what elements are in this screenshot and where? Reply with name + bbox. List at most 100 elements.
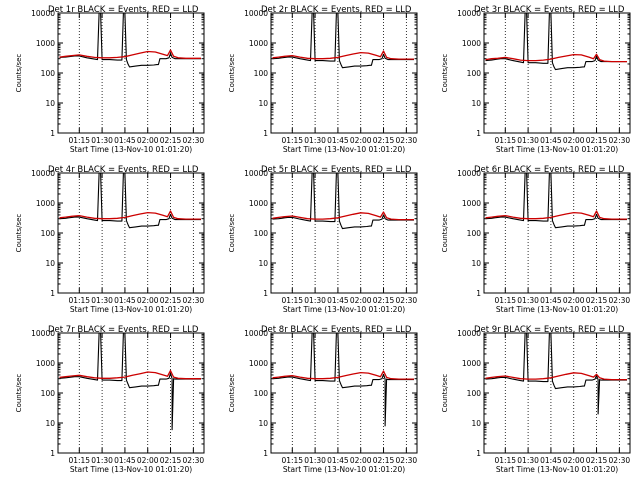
y-axis-label: Counts/sec [15, 374, 23, 413]
x-tick-label: 01:45 [327, 296, 349, 305]
y-tick-label: 10000 [31, 169, 55, 178]
plot-frame [57, 172, 205, 294]
plot-frame [270, 172, 418, 294]
plot-frame [483, 332, 631, 454]
y-tick-label: 10000 [457, 169, 481, 178]
chart-panel: Det 8r BLACK = Events, RED = LLD 1 10 100 10… [228, 325, 418, 474]
x-tick-label: 02:00 [563, 456, 585, 465]
plot-frame [57, 332, 205, 454]
y-tick-label: 1000 [36, 199, 55, 208]
y-axis-label: Counts/sec [15, 214, 23, 253]
series-line-events [485, 12, 627, 71]
y-tick-label: 1000 [249, 359, 268, 368]
x-tick-label: 01:15 [68, 456, 90, 465]
x-tick-label: 02:15 [586, 136, 608, 145]
series-line-events [272, 332, 414, 427]
series-line-lld [485, 53, 627, 63]
x-tick-label: 02:00 [137, 296, 159, 305]
series-line-events [59, 172, 201, 229]
y-tick-label: 10 [258, 99, 268, 108]
y-tick-label: 1000 [249, 199, 268, 208]
x-tick-label: 01:15 [68, 296, 90, 305]
x-tick-label: 02:15 [373, 456, 395, 465]
x-tick-label: 02:30 [396, 296, 418, 305]
series-line-lld [59, 49, 201, 59]
y-tick-label: 1 [263, 289, 268, 298]
y-tick-label: 1000 [462, 199, 481, 208]
x-tick-label: 01:45 [114, 456, 136, 465]
y-tick-label: 100 [41, 389, 56, 398]
x-axis-label: Start Time (13-Nov-10 01:01:20) [70, 145, 192, 154]
x-tick-label: 01:15 [281, 456, 303, 465]
x-axis-label: Start Time (13-Nov-10 01:01:20) [496, 305, 618, 314]
x-tick-label: 01:30 [517, 296, 539, 305]
x-tick-label: 02:00 [563, 296, 585, 305]
y-tick-label: 10000 [244, 329, 268, 338]
y-tick-label: 1 [50, 129, 55, 138]
y-axis-label: Counts/sec [441, 54, 449, 93]
x-tick-label: 01:15 [494, 296, 516, 305]
x-axis-label: Start Time (13-Nov-10 01:01:20) [70, 305, 192, 314]
y-tick-label: 1 [50, 289, 55, 298]
x-tick-label: 02:15 [586, 296, 608, 305]
x-tick-label: 01:30 [91, 136, 113, 145]
x-tick-label: 02:30 [183, 136, 205, 145]
series-line-events [59, 12, 201, 68]
y-tick-label: 1000 [462, 39, 481, 48]
series-line-events [485, 172, 627, 229]
chart-panel: Det 2r BLACK = Events, RED = LLD 1 10 100 10… [228, 5, 418, 154]
plot-frame [483, 12, 631, 134]
y-tick-label: 1000 [36, 359, 55, 368]
y-tick-label: 10 [471, 259, 481, 268]
x-tick-label: 02:15 [373, 136, 395, 145]
y-tick-label: 10 [471, 99, 481, 108]
chart-panel: Det 7r BLACK = Events, RED = LLD 1 10 100 10… [15, 325, 205, 474]
x-tick-label: 01:45 [540, 456, 562, 465]
x-tick-label: 02:00 [137, 136, 159, 145]
chart-title: Det 8r BLACK = Events, RED = LLD [261, 325, 412, 335]
x-tick-label: 02:15 [160, 136, 182, 145]
x-tick-label: 02:30 [609, 136, 631, 145]
x-tick-label: 02:30 [183, 296, 205, 305]
y-tick-label: 1 [476, 289, 481, 298]
chart-title: Det 3r BLACK = Events, RED = LLD [474, 5, 625, 15]
plot-frame [270, 332, 418, 454]
x-tick-label: 01:45 [114, 296, 136, 305]
x-tick-label: 01:30 [517, 136, 539, 145]
y-tick-label: 1000 [36, 39, 55, 48]
x-tick-label: 02:30 [609, 456, 631, 465]
y-axis-label: Counts/sec [441, 374, 449, 413]
x-axis-label: Start Time (13-Nov-10 01:01:20) [283, 305, 405, 314]
chart-title: Det 7r BLACK = Events, RED = LLD [48, 325, 199, 335]
y-tick-label: 10000 [457, 329, 481, 338]
y-tick-label: 10000 [244, 169, 268, 178]
y-tick-label: 10000 [457, 9, 481, 18]
y-tick-label: 100 [254, 389, 269, 398]
x-tick-label: 01:45 [540, 136, 562, 145]
series-line-lld [272, 211, 414, 221]
y-tick-label: 10000 [31, 329, 55, 338]
chart-title: Det 6r BLACK = Events, RED = LLD [474, 165, 625, 175]
x-tick-label: 01:45 [540, 296, 562, 305]
x-tick-label: 02:15 [160, 456, 182, 465]
x-tick-label: 01:30 [91, 296, 113, 305]
x-tick-label: 02:30 [609, 296, 631, 305]
y-tick-label: 1000 [249, 39, 268, 48]
y-tick-label: 100 [254, 69, 269, 78]
x-tick-label: 01:45 [114, 136, 136, 145]
chart-title: Det 9r BLACK = Events, RED = LLD [474, 325, 625, 335]
y-tick-label: 10 [45, 259, 55, 268]
chart-title: Det 2r BLACK = Events, RED = LLD [261, 5, 412, 15]
x-tick-label: 01:15 [281, 296, 303, 305]
x-tick-label: 02:00 [350, 456, 372, 465]
plot-frame [270, 12, 418, 134]
x-axis-label: Start Time (13-Nov-10 01:01:20) [496, 145, 618, 154]
x-tick-label: 02:00 [137, 456, 159, 465]
series-line-lld [59, 369, 201, 380]
y-tick-label: 1000 [462, 359, 481, 368]
y-tick-label: 100 [41, 229, 56, 238]
series-line-lld [485, 210, 627, 220]
x-tick-label: 02:00 [350, 296, 372, 305]
y-tick-label: 10000 [244, 9, 268, 18]
x-tick-label: 01:15 [281, 136, 303, 145]
